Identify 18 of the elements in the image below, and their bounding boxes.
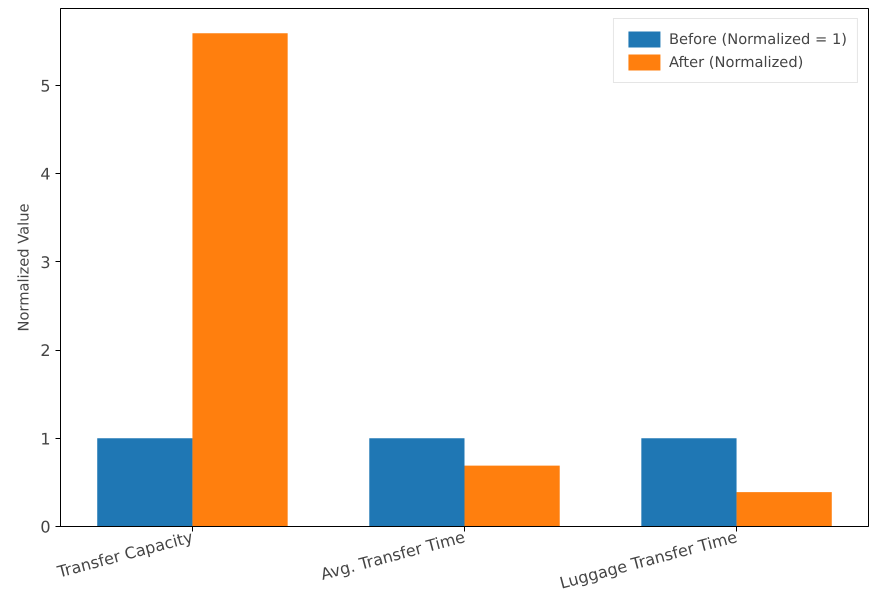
- legend-label: Before (Normalized = 1): [668, 30, 847, 48]
- y-tick-label: 5: [40, 76, 51, 96]
- y-tick-label: 0: [40, 518, 51, 536]
- y-tick-label: 4: [40, 164, 51, 184]
- x-tick-label: Transfer Capacity: [54, 527, 195, 582]
- bar: [192, 33, 288, 526]
- y-tick-label: 1: [40, 429, 51, 448]
- y-tick-label: 3: [40, 252, 51, 272]
- bar: [97, 438, 192, 526]
- bar: [736, 492, 832, 526]
- y-tick-label: 2: [40, 341, 51, 360]
- y-axis-title: Normalized Value: [15, 203, 32, 332]
- bar: [641, 438, 737, 526]
- bar: [464, 466, 560, 526]
- bar: [369, 438, 464, 526]
- x-tick-label: Avg. Transfer Time: [318, 527, 467, 584]
- x-tick-label: Luggage Transfer Time: [558, 527, 740, 593]
- legend-label: After (Normalized): [668, 54, 804, 70]
